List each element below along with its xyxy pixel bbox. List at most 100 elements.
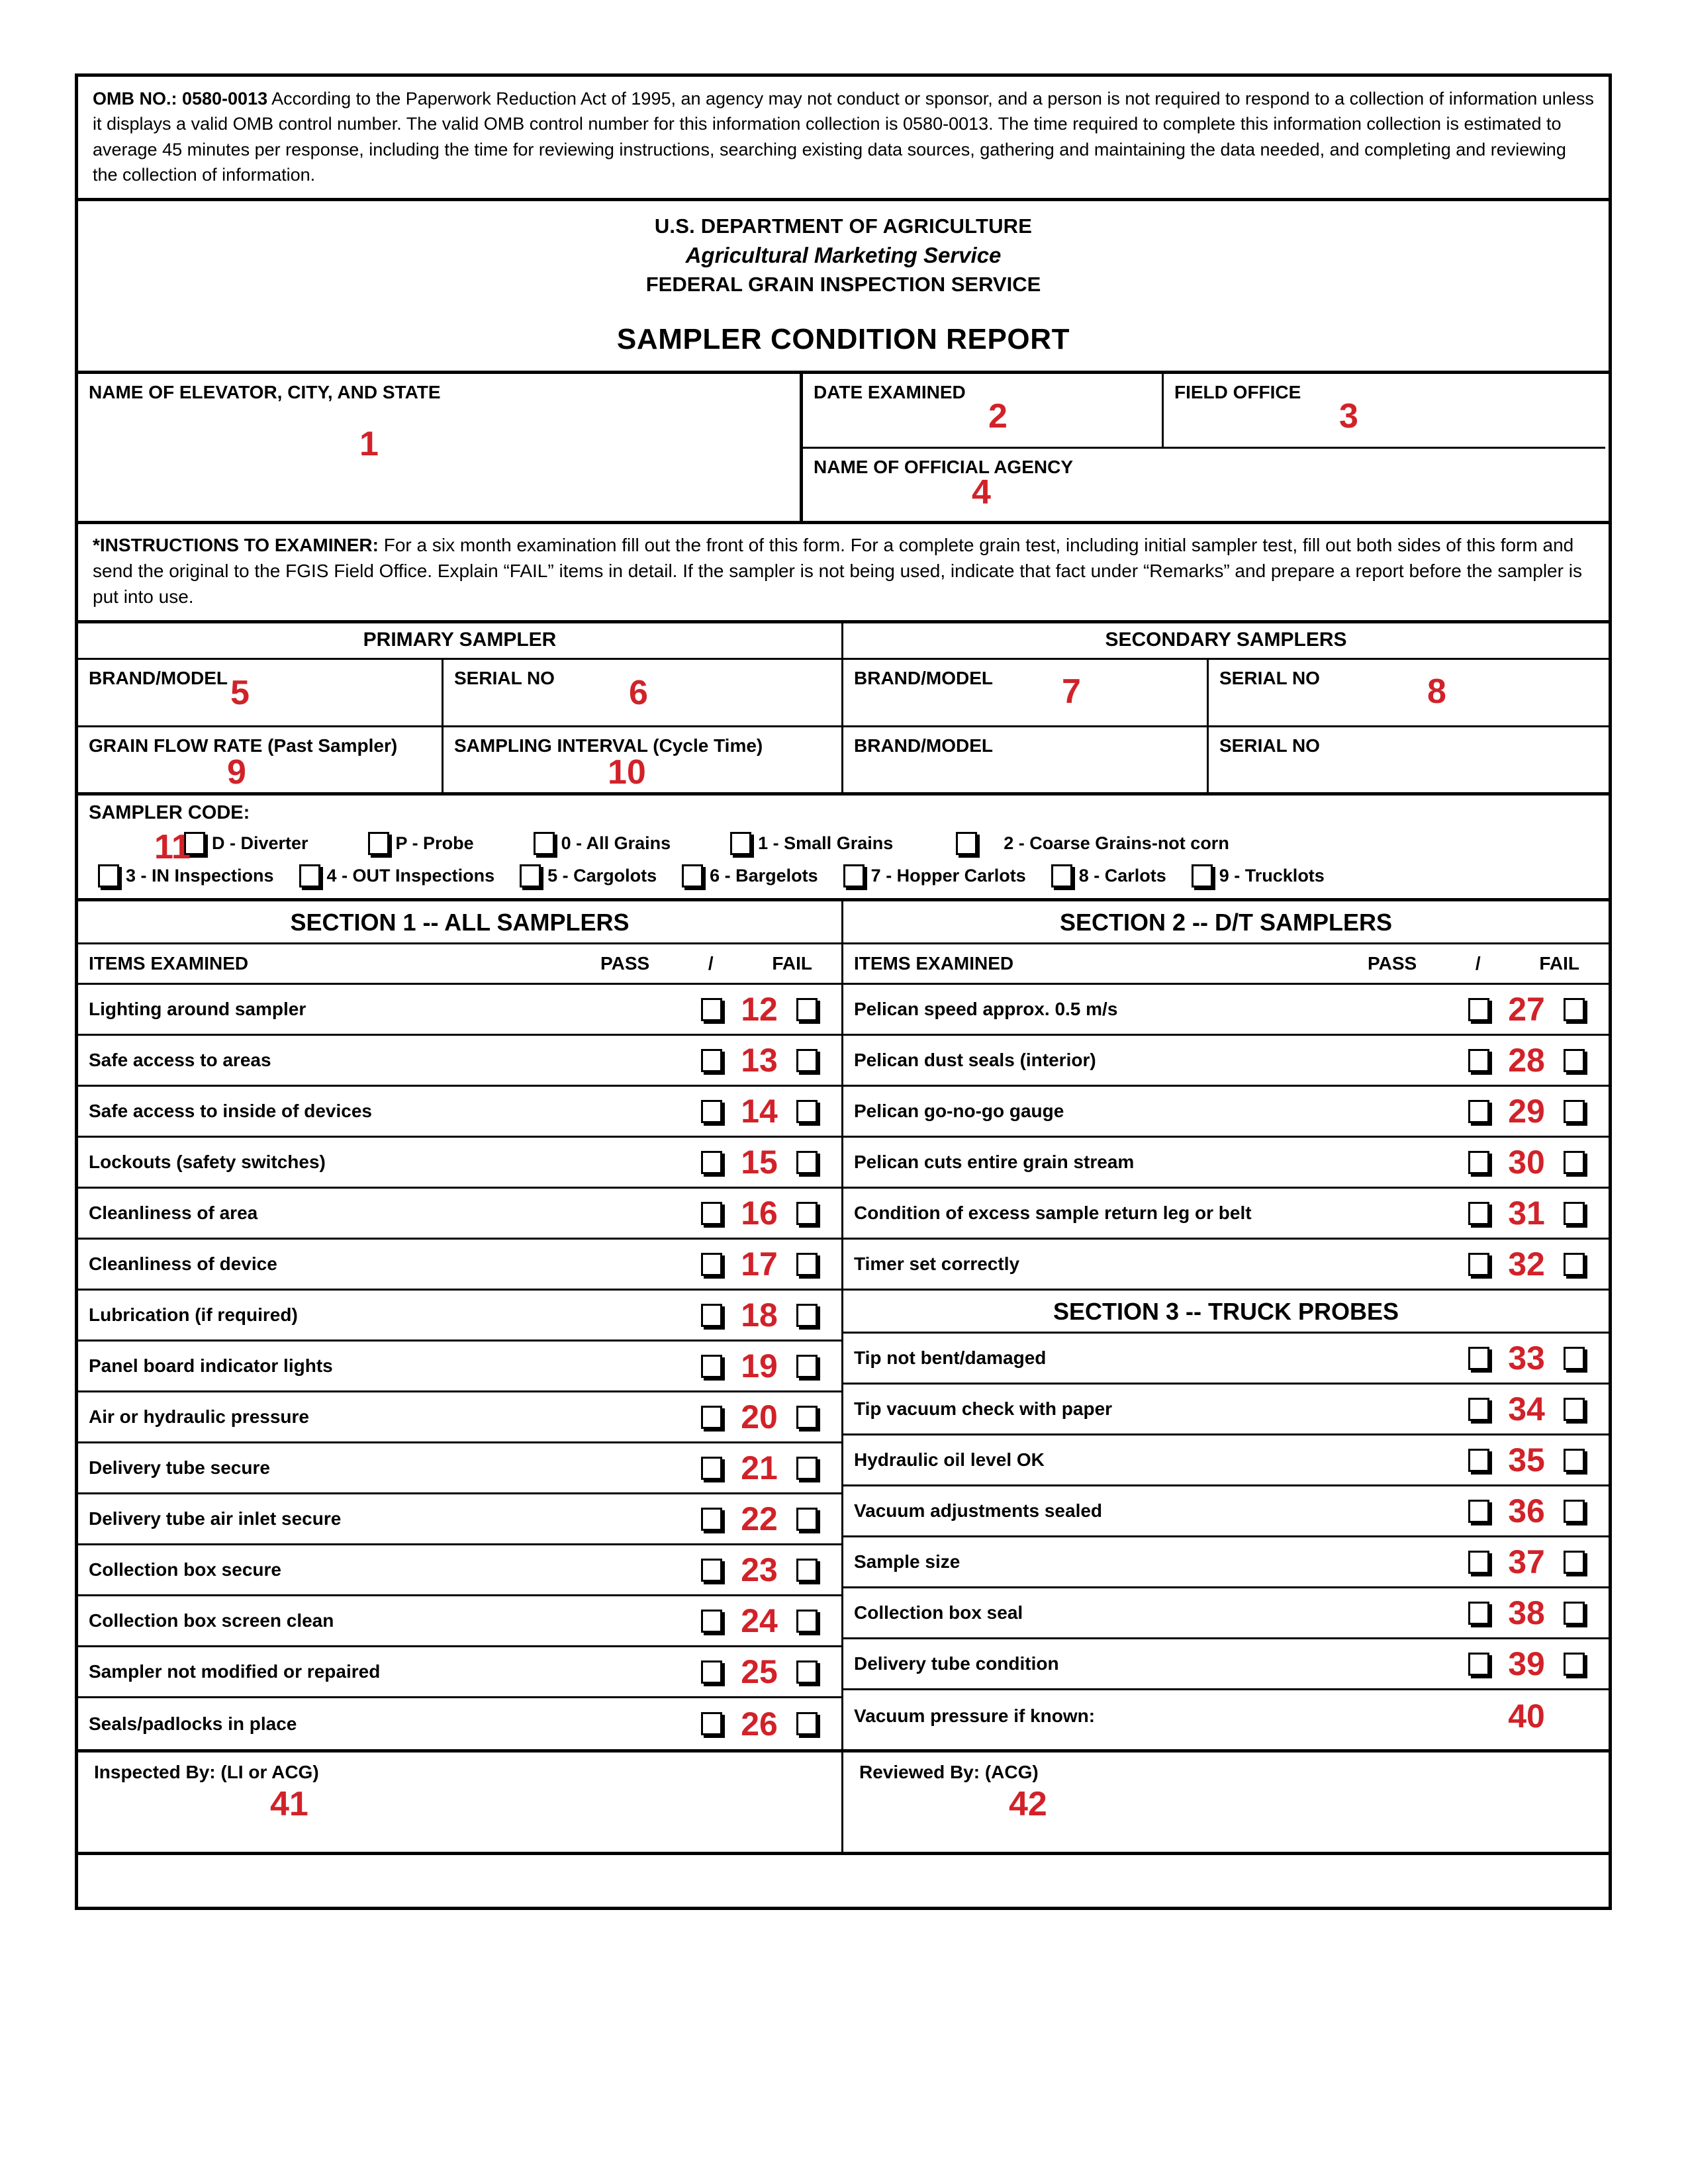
code-option-4-out-inspections[interactable]: 4 - OUT Inspections [299, 864, 494, 888]
checkbox-icon[interactable] [1051, 864, 1072, 888]
secondary-brand2-field[interactable]: BRAND/MODEL [843, 727, 1209, 793]
checkbox-icon[interactable] [98, 864, 119, 888]
pass-checkbox-icon[interactable] [1468, 1201, 1489, 1225]
fail-checkbox-icon[interactable] [796, 1354, 818, 1378]
pass-checkbox-icon[interactable] [701, 1405, 722, 1429]
elevator-field[interactable]: NAME OF ELEVATOR, CITY, AND STATE 1 [78, 374, 803, 522]
fail-checkbox-icon[interactable] [796, 1712, 818, 1736]
checkbox-icon[interactable] [184, 832, 205, 856]
item-label: Panel board indicator lights [89, 1355, 333, 1377]
pass-checkbox-icon[interactable] [1468, 1048, 1489, 1072]
pass-checkbox-icon[interactable] [1468, 1499, 1489, 1523]
fail-checkbox-icon[interactable] [1564, 1099, 1585, 1123]
pass-checkbox-icon[interactable] [1468, 1397, 1489, 1421]
code-option-1-small-grains[interactable]: 1 - Small Grains [730, 832, 893, 856]
official-agency-field[interactable]: NAME OF OFFICIAL AGENCY 4 [803, 449, 1605, 510]
fail-checkbox-icon[interactable] [796, 1252, 818, 1276]
code-option-p-probe[interactable]: P - Probe [367, 832, 474, 856]
checkbox-icon[interactable] [1191, 864, 1213, 888]
code-option-0-all-grains[interactable]: 0 - All Grains [533, 832, 671, 856]
code-option-7-hopper-carlots[interactable]: 7 - Hopper Carlots [843, 864, 1026, 888]
fail-checkbox-icon[interactable] [1564, 1048, 1585, 1072]
checkbox-icon[interactable] [533, 832, 555, 856]
pass-checkbox-icon[interactable] [701, 1609, 722, 1633]
fail-checkbox-icon[interactable] [1564, 1448, 1585, 1472]
fail-checkbox-icon[interactable] [1564, 1601, 1585, 1625]
checkbox-icon[interactable] [956, 832, 978, 856]
code-option-3-in-inspections[interactable]: 3 - IN Inspections [98, 864, 274, 888]
item-marker: 15 [741, 1144, 778, 1181]
code-option-9-trucklots[interactable]: 9 - Trucklots [1191, 864, 1325, 888]
checkbox-icon[interactable] [520, 864, 541, 888]
pass-checkbox-icon[interactable] [1468, 997, 1489, 1021]
fail-checkbox-icon[interactable] [1564, 1201, 1585, 1225]
pass-checkbox-icon[interactable] [701, 1252, 722, 1276]
checkbox-icon[interactable] [682, 864, 704, 888]
sampling-interval-field[interactable]: SAMPLING INTERVAL (Cycle Time) 10 [444, 727, 843, 793]
pass-checkbox-icon[interactable] [701, 1456, 722, 1480]
pass-checkbox-icon[interactable] [701, 1558, 722, 1582]
pass-checkbox-icon[interactable] [1468, 1150, 1489, 1174]
date-examined-field[interactable]: DATE EXAMINED 2 [803, 374, 1164, 447]
fail-checkbox-icon[interactable] [796, 1660, 818, 1684]
pass-checkbox-icon[interactable] [701, 997, 722, 1021]
fail-checkbox-icon[interactable] [796, 1609, 818, 1633]
pass-checkbox-icon[interactable] [1468, 1099, 1489, 1123]
pass-checkbox-icon[interactable] [701, 1354, 722, 1378]
pass-checkbox-icon[interactable] [1468, 1601, 1489, 1625]
fail-checkbox-icon[interactable] [1564, 1252, 1585, 1276]
pass-checkbox-icon[interactable] [701, 1712, 722, 1736]
reviewed-by-field[interactable]: Reviewed By: (ACG) 42 [843, 1752, 1609, 1852]
pass-checkbox-icon[interactable] [1468, 1346, 1489, 1370]
checkbox-icon[interactable] [730, 832, 752, 856]
pass-checkbox-icon[interactable] [1468, 1448, 1489, 1472]
pass-checkbox-icon[interactable] [1468, 1652, 1489, 1676]
pass-checkbox-icon[interactable] [701, 1303, 722, 1327]
code-option-d-diverter[interactable]: D - Diverter [184, 832, 308, 856]
pass-checkbox-icon[interactable] [701, 1660, 722, 1684]
fail-checkbox-icon[interactable] [796, 1456, 818, 1480]
grain-flow-rate-field[interactable]: GRAIN FLOW RATE (Past Sampler) 9 [78, 727, 444, 793]
pass-checkbox-icon[interactable] [701, 1099, 722, 1123]
fail-checkbox-icon[interactable] [796, 1405, 818, 1429]
fail-checkbox-icon[interactable] [1564, 1346, 1585, 1370]
secondary-serial-field[interactable]: SERIAL NO 8 [1209, 660, 1609, 725]
field-office-field[interactable]: FIELD OFFICE 3 [1164, 374, 1602, 447]
fail-checkbox-icon[interactable] [1564, 1652, 1585, 1676]
code-option-5-cargolots[interactable]: 5 - Cargolots [520, 864, 657, 888]
code-option-6-bargelots[interactable]: 6 - Bargelots [682, 864, 818, 888]
fail-checkbox-icon[interactable] [796, 1099, 818, 1123]
fail-checkbox-icon[interactable] [1564, 1397, 1585, 1421]
fail-checkbox-icon[interactable] [796, 1150, 818, 1174]
fail-checkbox-icon[interactable] [1564, 1499, 1585, 1523]
fail-checkbox-icon[interactable] [796, 1048, 818, 1072]
secondary-serial2-field[interactable]: SERIAL NO [1209, 727, 1609, 792]
fail-checkbox-icon[interactable] [796, 1303, 818, 1327]
fail-checkbox-icon[interactable] [796, 1201, 818, 1225]
fail-checkbox-icon[interactable] [796, 997, 818, 1021]
inspected-by-field[interactable]: Inspected By: (LI or ACG) 41 [78, 1752, 843, 1852]
primary-brand-field[interactable]: BRAND/MODEL 5 [78, 660, 444, 726]
pass-checkbox-icon[interactable] [1468, 1550, 1489, 1574]
code-label: 6 - Bargelots [710, 866, 818, 886]
pass-checkbox-icon[interactable] [701, 1048, 722, 1072]
checkbox-icon[interactable] [367, 832, 389, 856]
primary-serial-field[interactable]: SERIAL NO 6 [444, 660, 843, 726]
pass-checkbox-icon[interactable] [701, 1201, 722, 1225]
code-option-2-coarse-grains[interactable]: 2 - Coarse Grains-not corn [956, 832, 1229, 856]
item-marker: 38 [1508, 1594, 1545, 1632]
secondary-brand-field[interactable]: BRAND/MODEL 7 [843, 660, 1209, 726]
remarks-blank-row[interactable] [78, 1855, 1609, 1907]
items-examined-header: ITEMS EXAMINED [854, 953, 1014, 974]
fail-checkbox-icon[interactable] [796, 1507, 818, 1531]
code-option-8-carlots[interactable]: 8 - Carlots [1051, 864, 1166, 888]
fail-checkbox-icon[interactable] [1564, 1150, 1585, 1174]
fail-checkbox-icon[interactable] [1564, 997, 1585, 1021]
checkbox-icon[interactable] [299, 864, 320, 888]
pass-checkbox-icon[interactable] [701, 1507, 722, 1531]
fail-checkbox-icon[interactable] [1564, 1550, 1585, 1574]
checkbox-icon[interactable] [843, 864, 865, 888]
pass-checkbox-icon[interactable] [1468, 1252, 1489, 1276]
pass-checkbox-icon[interactable] [701, 1150, 722, 1174]
fail-checkbox-icon[interactable] [796, 1558, 818, 1582]
